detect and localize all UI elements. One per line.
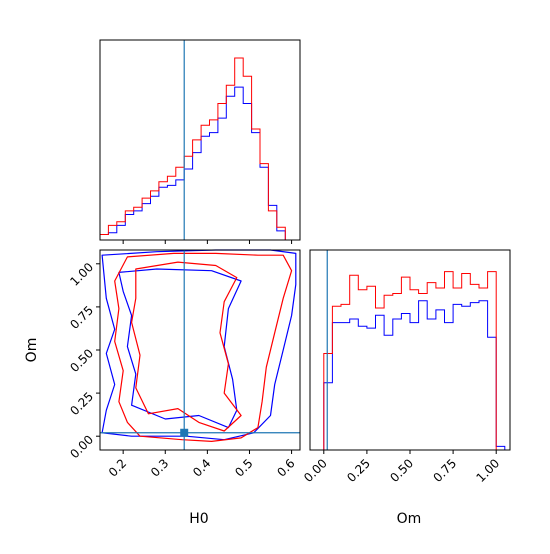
contour-red-inner [131,261,242,432]
om-y-tick-label: 0.25 [67,389,96,418]
om-y-tick-label: 0.00 [67,432,96,461]
om-histogram-panel: 0.00 0.25 0.50 0.75 1.00 [301,249,511,485]
h0-hist-red [99,57,294,241]
om-x-tick-label: 0.25 [344,456,373,485]
h0-x-tick-label: 0.2 [106,456,129,479]
om-x-tick-label: 1.00 [474,456,503,485]
contour-red-outer [114,252,293,442]
contour-blue-outer [101,249,297,441]
h0-om-contour-panel: 0.2 0.3 0.4 0.5 0.6 0.00 0.25 0.50 0.75 1.00 [67,249,301,480]
y-axis-label-om: Om [24,338,40,363]
om-x-tick-label: 0.75 [430,456,459,485]
om-hist-blue [310,300,506,451]
x-axis-label-h0: H0 [189,511,208,527]
h0-x-tick-label: 0.5 [232,456,255,479]
om-y-tick-label: 1.00 [67,260,96,289]
h0-x-tick-label: 0.4 [190,456,213,479]
om-y-tick-label: 0.75 [67,303,96,332]
h0-x-tick-label: 0.6 [274,456,297,479]
om-hist-red [310,271,505,451]
h0-x-tick-label: 0.3 [148,456,171,479]
truth-marker [180,428,189,437]
h0-hist-frame [99,39,301,241]
om-x-tick-label: 0.00 [301,456,330,485]
om-y-tick-label: 0.50 [67,346,96,375]
contour-blue-inner [118,268,242,429]
om-x-tick-label: 0.50 [387,456,416,485]
h0-histogram-panel [99,39,301,244]
x-axis-label-om: Om [397,511,422,527]
